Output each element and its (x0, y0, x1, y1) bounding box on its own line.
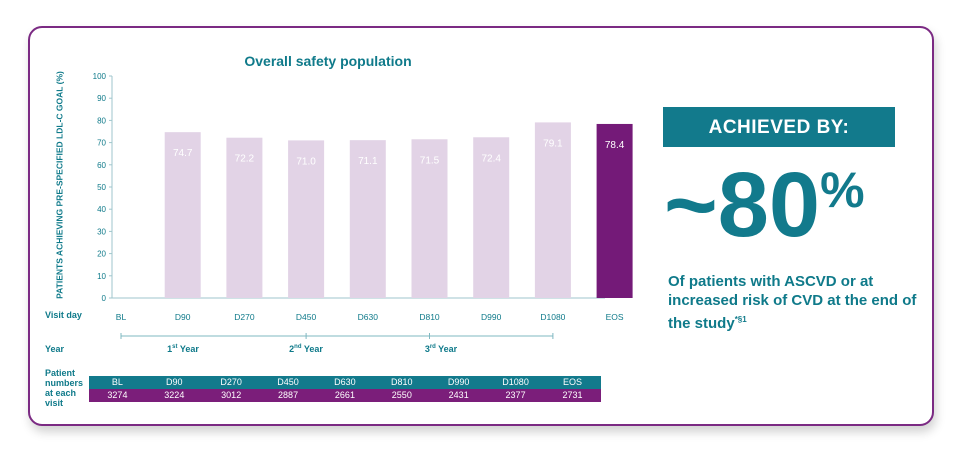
patient-count-cell: 2731 (544, 389, 601, 402)
visit-header-cell: D450 (259, 376, 317, 389)
year-label-1: 1st Year (167, 344, 199, 354)
year-label-3: 3rd Year (424, 344, 458, 354)
visit-header-cell: D90 (145, 376, 203, 389)
bar-d990 (473, 137, 510, 298)
y-tick-label: 0 (102, 294, 107, 303)
x-category-label: EOS (606, 312, 624, 322)
x-category-label: D990 (481, 312, 502, 322)
visit-header-cell: D810 (373, 376, 431, 389)
patient-count-cell: 3012 (202, 389, 260, 402)
big-percentage-value: ~80 (664, 154, 821, 256)
visit-header-cell: EOS (544, 376, 601, 389)
visit-header-cell: D990 (430, 376, 488, 389)
chart-title: Overall safety population (244, 53, 412, 69)
footnote-marks: *§1 (734, 315, 747, 324)
bar-eos (596, 123, 633, 299)
patient-numbers-label: Patient numbers at each visit (45, 368, 84, 408)
year-row-label: Year (45, 344, 65, 354)
patient-count-cell: 3224 (145, 389, 203, 402)
patient-count-cell: 2431 (430, 389, 488, 402)
bar-value-label: 71.5 (420, 155, 440, 166)
y-tick-label: 70 (97, 139, 106, 148)
patient-numbers-value-row: 3274 3224 3012 2887 2661 2550 2431 2377 … (89, 389, 601, 402)
patient-numbers-table: BL D90 D270 D450 D630 D810 D990 D1080 EO… (89, 376, 601, 402)
callout-description: Of patients with ASCVD or at increased r… (668, 272, 918, 333)
bar-d810 (411, 139, 448, 298)
y-tick-label: 10 (97, 272, 106, 281)
x-category-label: D810 (419, 312, 440, 322)
x-category-label: D450 (296, 312, 317, 322)
y-tick-label: 80 (97, 116, 106, 125)
x-category-label: D90 (175, 312, 191, 322)
y-tick-label: 40 (97, 205, 106, 214)
y-tick-label: 20 (97, 250, 106, 259)
y-tick-label: 50 (97, 183, 106, 192)
visit-header-cell: D1080 (487, 376, 544, 389)
achieved-by-heading: ACHIEVED BY: (663, 107, 895, 147)
patient-count-cell: 2661 (316, 389, 374, 402)
y-tick-label: 60 (97, 161, 106, 170)
year-label-2: 2nd Year (289, 344, 323, 354)
y-tick-label: 30 (97, 227, 106, 236)
bar-d90 (164, 132, 201, 298)
patient-count-cell: 2377 (487, 389, 544, 402)
visit-day-label: Visit day (45, 310, 82, 320)
x-category-label: D1080 (540, 312, 565, 322)
visit-header-cell: BL (89, 376, 146, 389)
big-percentage: ~80% (664, 150, 865, 260)
bar-value-label: 72.4 (481, 153, 501, 164)
bar-value-label: 78.4 (605, 140, 625, 151)
x-category-label: BL (116, 312, 127, 322)
bar-d450 (288, 140, 325, 298)
x-category-label: D270 (234, 312, 255, 322)
y-tick-label: 90 (97, 94, 106, 103)
patient-count-cell: 2887 (259, 389, 317, 402)
bar-d630 (349, 140, 386, 298)
visit-header-cell: D270 (202, 376, 260, 389)
x-category-label: D630 (358, 312, 379, 322)
bar-value-label: 72.2 (235, 154, 255, 165)
patient-numbers-header-row: BL D90 D270 D450 D630 D810 D990 D1080 EO… (89, 376, 601, 389)
bar-value-label: 74.7 (173, 148, 193, 159)
patient-count-cell: 3274 (89, 389, 146, 402)
y-tick-label: 100 (93, 72, 107, 81)
visit-header-cell: D630 (316, 376, 374, 389)
bar-value-label: 71.0 (296, 156, 316, 167)
bar-value-label: 71.1 (358, 156, 378, 167)
callout-description-text: Of patients with ASCVD or at increased r… (668, 273, 917, 332)
big-percentage-unit: % (820, 162, 865, 218)
bar-d270 (226, 137, 263, 298)
bar-value-label: 79.1 (543, 138, 563, 149)
bar-d1080 (534, 122, 571, 298)
patient-count-cell: 2550 (373, 389, 431, 402)
